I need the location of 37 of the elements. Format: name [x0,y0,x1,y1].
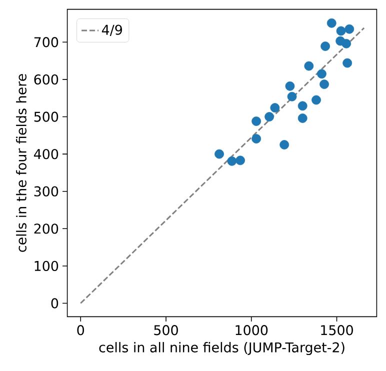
point [317,69,326,79]
point [287,92,297,102]
y-tick-label: 100 [34,260,58,272]
y-axis-title: cells in the four fields here [16,74,26,252]
point [344,24,354,34]
y-tick-label: 700 [34,37,58,48]
point [227,156,237,166]
y-tick-label: 0 [51,298,58,308]
y-tick-label: 300 [34,186,58,196]
x-tick-label: 0 [77,325,84,336]
point [342,58,352,68]
point [320,80,329,89]
point [326,18,336,28]
legend-label: 4/9 [102,24,122,36]
point [320,42,330,51]
point [312,95,321,105]
point [214,149,224,159]
x-tick-label: 1000 [236,325,268,336]
y-tick-label: 200 [34,224,58,234]
y-tick-label: 500 [34,112,58,122]
point [336,26,346,36]
x-tick-label: 1500 [321,325,353,336]
y-tick-label: 600 [34,74,58,85]
point [264,112,274,122]
point [304,61,314,71]
point [298,114,308,123]
x-axis-title: cells in all nine fields (JUMP-Target-2) [99,342,344,356]
point [270,103,280,112]
point [252,134,262,144]
point [280,140,290,150]
y-tick-label: 400 [34,148,58,160]
point [342,38,352,48]
point [298,101,308,111]
point [285,81,295,91]
point [236,156,245,166]
x-tick-label: 500 [154,325,178,336]
point [252,116,262,126]
